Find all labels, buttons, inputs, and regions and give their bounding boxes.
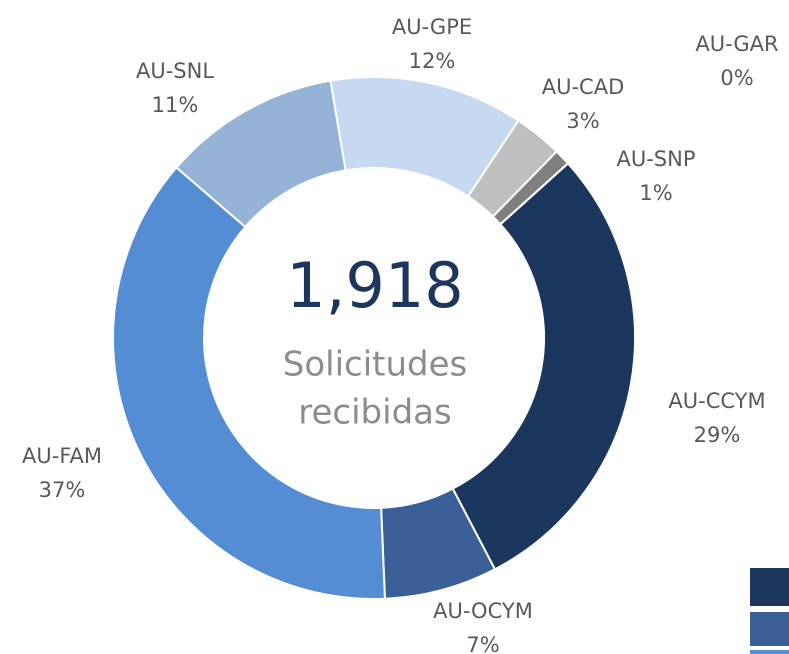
slice bbox=[451, 161, 636, 571]
slice-value-label: 0% bbox=[720, 66, 753, 90]
legend-swatch bbox=[750, 650, 789, 654]
slice-value-label: 37% bbox=[39, 478, 86, 502]
slice-label: AU-SNP bbox=[616, 147, 695, 171]
center-caption: Solicitudes bbox=[283, 345, 468, 385]
slice-label: AU-GPE bbox=[392, 15, 472, 39]
slice-value-label: 29% bbox=[694, 423, 741, 447]
slice-label: AU-GAR bbox=[695, 32, 778, 56]
slice-label: AU-CCYM bbox=[668, 389, 765, 413]
slice-value-label: 1% bbox=[639, 181, 672, 205]
slice bbox=[499, 162, 569, 225]
slice-value-label: 7% bbox=[466, 633, 499, 654]
legend-swatch bbox=[750, 612, 789, 646]
slice-value-label: 11% bbox=[152, 93, 199, 117]
donut bbox=[112, 76, 636, 600]
slice-label: AU-SNL bbox=[136, 59, 214, 83]
slice-label: AU-FAM bbox=[22, 444, 102, 468]
slice-label: AU-OCYM bbox=[433, 599, 533, 623]
slice-label: AU-CAD bbox=[542, 75, 625, 99]
center-caption: recibidas bbox=[298, 393, 451, 433]
center-value: 1,918 bbox=[286, 249, 464, 322]
slice bbox=[112, 166, 386, 600]
slice-value-label: 3% bbox=[566, 109, 599, 133]
legend-swatch bbox=[750, 568, 789, 606]
slice-value-label: 12% bbox=[409, 49, 456, 73]
